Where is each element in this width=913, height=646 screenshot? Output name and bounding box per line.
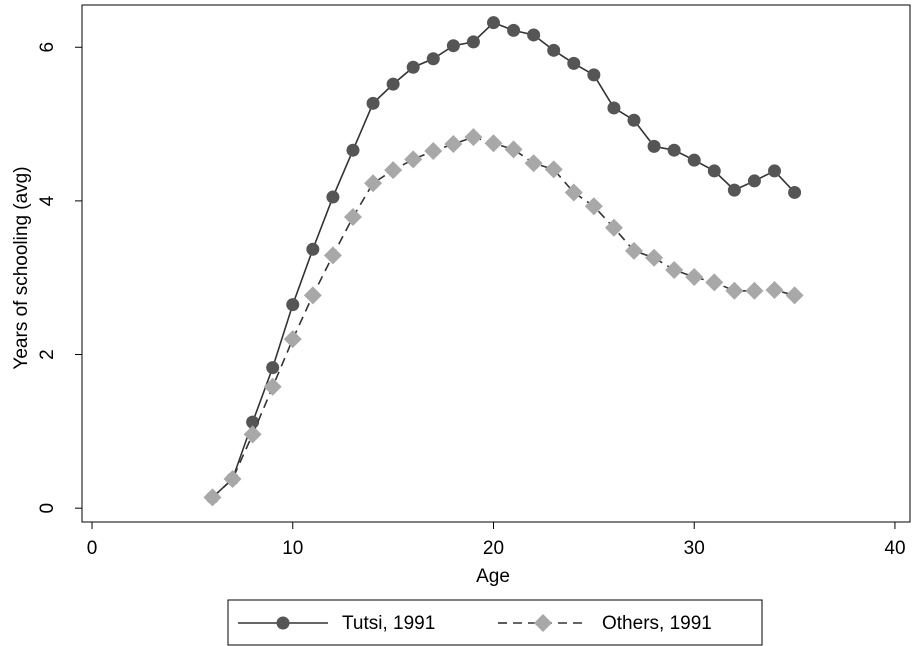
- marker: [627, 113, 641, 127]
- legend-marker: [534, 614, 552, 632]
- marker: [707, 164, 721, 178]
- marker: [424, 141, 443, 160]
- marker: [246, 415, 260, 429]
- marker: [788, 185, 802, 199]
- marker: [223, 469, 242, 488]
- marker: [625, 241, 643, 260]
- marker: [587, 68, 601, 82]
- series-line: [211, 21, 796, 499]
- marker: [444, 135, 463, 154]
- marker: [725, 281, 744, 300]
- y-tick-label: 0: [37, 503, 58, 514]
- marker: [323, 246, 342, 265]
- marker: [203, 488, 222, 507]
- x-tick-label: 0: [87, 538, 98, 559]
- marker: [446, 39, 460, 53]
- x-axis-title: Age: [476, 566, 510, 587]
- marker: [527, 28, 541, 42]
- marker: [544, 160, 563, 179]
- x-tick-label: 30: [684, 538, 705, 559]
- y-tick-label: 6: [37, 42, 58, 53]
- legend-label: Others, 1991: [602, 613, 712, 634]
- marker: [366, 96, 380, 110]
- y-axis-title: Years of schooling (avg): [11, 166, 32, 369]
- marker: [547, 43, 561, 57]
- marker: [286, 298, 300, 312]
- marker: [283, 330, 302, 349]
- x-tick-label: 40: [884, 538, 905, 559]
- marker: [303, 286, 322, 305]
- marker: [747, 174, 761, 188]
- y-tick-label: 2: [37, 349, 58, 360]
- marker: [584, 197, 603, 216]
- marker: [604, 218, 623, 237]
- marker: [266, 361, 280, 375]
- legend-marker: [276, 616, 290, 630]
- marker: [727, 183, 741, 197]
- y-tick-label: 4: [37, 195, 58, 206]
- marker: [785, 286, 804, 305]
- marker: [243, 425, 262, 444]
- marker: [346, 143, 360, 157]
- marker: [263, 377, 282, 396]
- marker: [768, 164, 782, 178]
- marker: [504, 140, 523, 159]
- marker: [486, 16, 500, 30]
- marker: [484, 134, 503, 153]
- plot-frame: [81, 4, 911, 523]
- marker: [647, 139, 661, 153]
- marker: [364, 174, 383, 193]
- marker: [645, 248, 664, 267]
- marker: [343, 208, 362, 227]
- marker: [386, 77, 400, 91]
- marker: [745, 281, 764, 300]
- marker: [384, 161, 403, 180]
- marker: [765, 281, 784, 300]
- marker: [464, 128, 483, 147]
- x-tick-label: 20: [483, 538, 504, 559]
- marker: [685, 267, 704, 286]
- marker: [687, 153, 701, 167]
- marker: [705, 273, 724, 292]
- marker: [306, 242, 320, 256]
- marker: [507, 23, 521, 37]
- series-line: [211, 136, 795, 499]
- x-tick-label: 10: [282, 538, 303, 559]
- marker: [665, 261, 684, 280]
- marker: [567, 56, 581, 70]
- marker: [466, 35, 480, 49]
- legend-label: Tutsi, 1991: [342, 613, 435, 634]
- marker: [326, 190, 340, 204]
- marker: [607, 101, 621, 115]
- marker: [667, 143, 681, 157]
- marker: [406, 60, 420, 74]
- marker: [524, 154, 543, 173]
- marker: [404, 150, 423, 169]
- marker: [426, 52, 440, 66]
- marker: [564, 183, 583, 202]
